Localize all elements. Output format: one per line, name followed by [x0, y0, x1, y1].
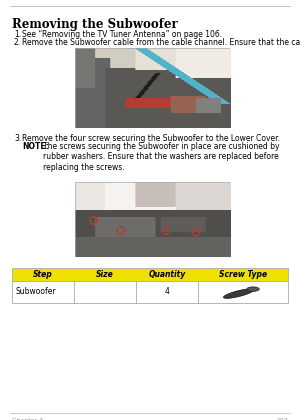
Text: Remove the Subwoofer cable from the cable channel. Ensure that the cable is free: Remove the Subwoofer cable from the cabl… — [22, 38, 300, 47]
Text: 4: 4 — [165, 288, 170, 297]
Ellipse shape — [247, 287, 259, 291]
Text: Step: Step — [33, 270, 53, 279]
Text: 1.: 1. — [14, 30, 21, 39]
Text: 2.: 2. — [14, 38, 21, 47]
Text: See “Removing the TV Tuner Antenna” on page 106.: See “Removing the TV Tuner Antenna” on p… — [22, 30, 222, 39]
Text: The screws securing the Subwoofer in place are cushioned by rubber washers. Ensu: The screws securing the Subwoofer in pla… — [43, 142, 280, 172]
Bar — [12, 281, 288, 303]
Text: Screw Type: Screw Type — [219, 270, 267, 279]
Text: Subwoofer: Subwoofer — [15, 288, 56, 297]
Bar — [75, 182, 230, 257]
Text: Chapter 3: Chapter 3 — [12, 418, 43, 420]
Text: Removing the Subwoofer: Removing the Subwoofer — [12, 18, 178, 31]
Bar — [12, 268, 288, 281]
Text: 3.: 3. — [14, 134, 21, 143]
Text: 107: 107 — [276, 418, 288, 420]
Text: NOTE:: NOTE: — [22, 142, 49, 151]
Ellipse shape — [224, 289, 254, 298]
Text: Remove the four screw securing the Subwoofer to the Lower Cover.: Remove the four screw securing the Subwo… — [22, 134, 280, 143]
Bar — [75, 48, 230, 128]
Text: Size: Size — [96, 270, 114, 279]
Text: Quantity: Quantity — [148, 270, 186, 279]
